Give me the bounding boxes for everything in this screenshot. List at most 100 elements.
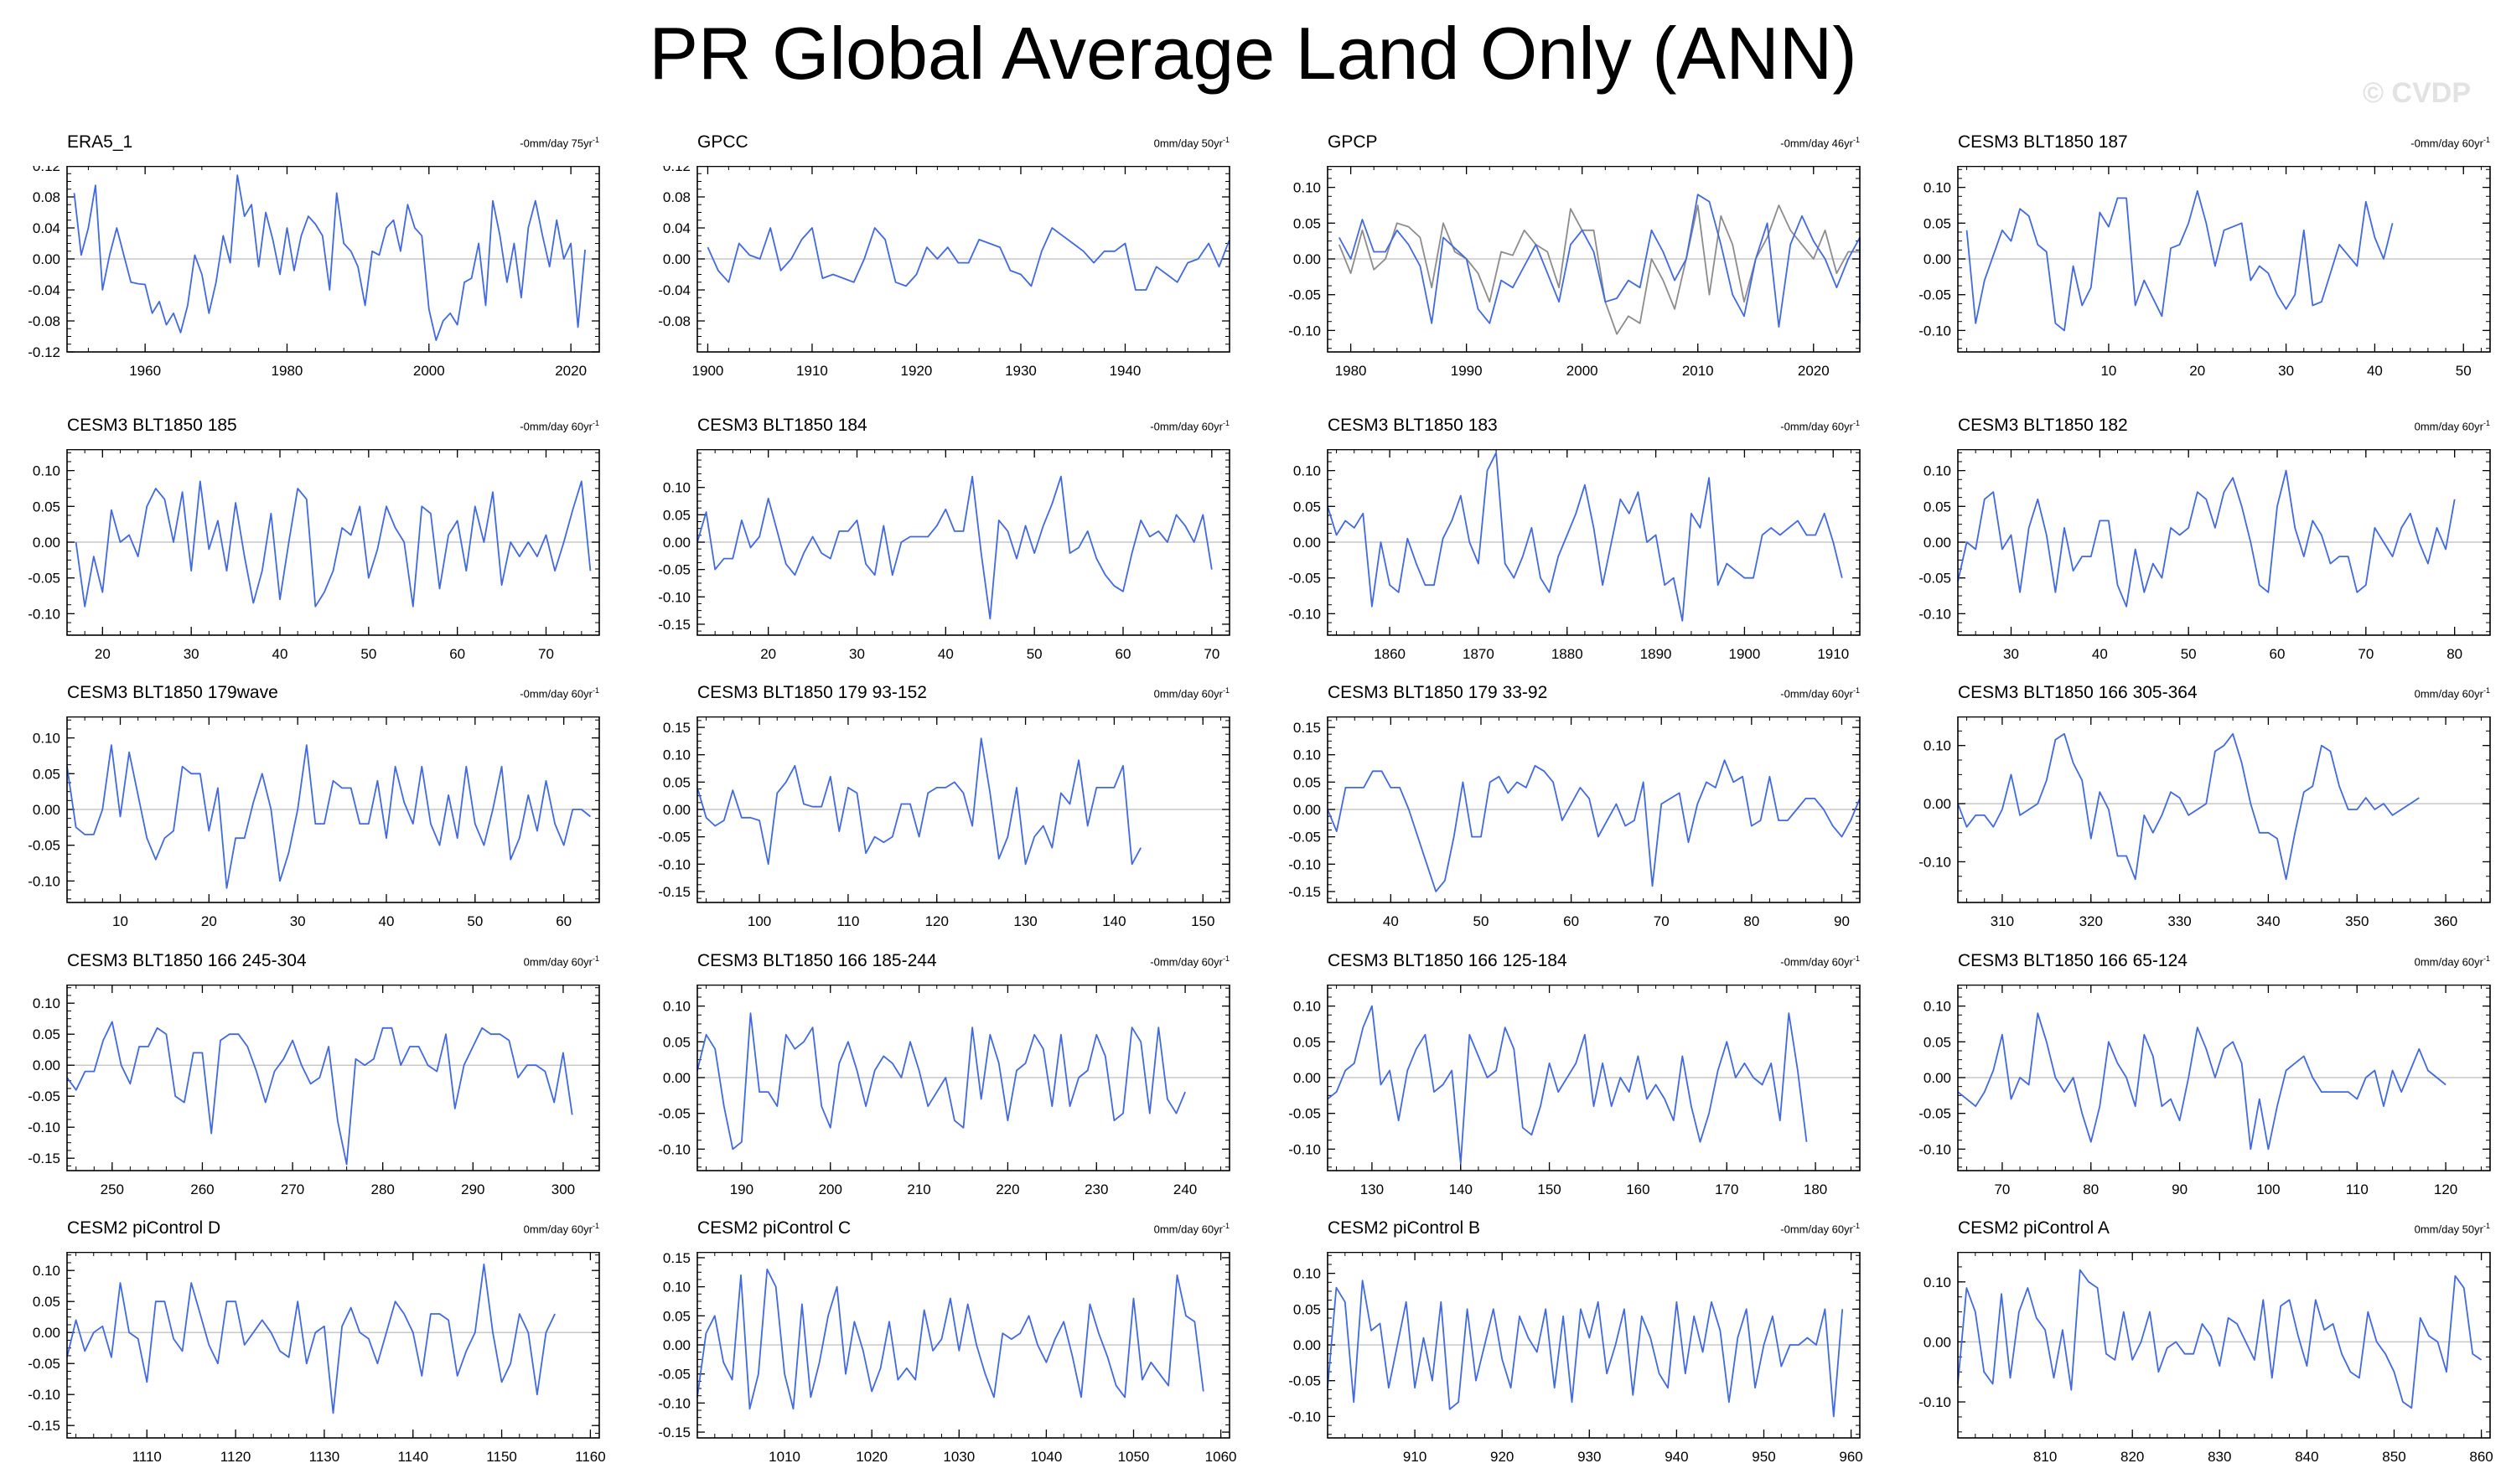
plot-frame [696, 166, 1230, 353]
plot-svg: 0.15 0.10 0.05 0.00 -0.05 -0.10 -0.15 100 110 120… [658, 716, 1230, 929]
y-tick-label: 0.04 [33, 220, 60, 236]
trend-text: -0mm/day 60yr [1780, 420, 1853, 433]
plot-frame [696, 449, 1230, 636]
trend-label: 0mm/day 60yr-1 [978, 1222, 1230, 1235]
plot-frame [1957, 985, 2491, 1171]
x-tick-label: 1980 [1335, 363, 1367, 379]
x-tick-label: 200 [819, 1182, 842, 1197]
series-line [1327, 452, 1843, 622]
x-tick-label: 1910 [796, 363, 828, 379]
series-line [1957, 1269, 2483, 1409]
plot-frame [1327, 166, 1861, 353]
panel-title: CESM3 BLT1850 166 125-184 [1328, 951, 1567, 970]
series-line [696, 1268, 1204, 1410]
y-tick-label: 0.15 [1293, 720, 1321, 736]
series-line [73, 174, 586, 342]
trend-label: -0mm/day 46yr-1 [1608, 136, 1860, 149]
trend-text: -0mm/day 75yr [520, 137, 593, 150]
series-line [66, 1021, 573, 1166]
x-tick-label: 940 [1665, 1449, 1688, 1465]
y-tick-label: -0.10 [1288, 1141, 1321, 1157]
x-tick-label: 10 [2100, 363, 2116, 379]
x-tick-label: 1060 [1205, 1449, 1237, 1465]
trend-text: -0mm/day 46yr [1780, 137, 1853, 150]
y-tick-label: 0.10 [663, 999, 691, 1015]
trend-label: -0mm/day 60yr-1 [348, 419, 599, 432]
x-tick-label: 190 [730, 1182, 753, 1197]
plot-frame [1957, 1252, 2491, 1439]
x-tick-label: 40 [272, 646, 288, 662]
y-tick-label: 0.05 [1924, 499, 1951, 514]
y-tick-label: -0.15 [658, 884, 691, 900]
y-tick-label: 0.05 [663, 1034, 691, 1050]
plot-svg: 0.12 0.08 0.04 0.00 -0.04 -0.08 -0.12 1960 1980 2… [28, 166, 600, 379]
x-tick-label: 10 [112, 913, 128, 929]
x-tick-label: 240 [1173, 1182, 1197, 1197]
trend-label: 0mm/day 60yr-1 [2239, 419, 2490, 432]
x-tick-label: 810 [2033, 1449, 2057, 1465]
y-tick-label: 0.00 [33, 802, 60, 818]
x-tick-label: 1030 [943, 1449, 975, 1465]
x-tick-label: 1860 [1374, 646, 1406, 662]
plot-svg: 0.10 0.05 0.00 -0.05 -0.10 70 80 90 100 110 120 [1918, 985, 2491, 1197]
panel-title: CESM3 BLT1850 179 33-92 [1328, 683, 1548, 702]
x-tick-label: 140 [1449, 1182, 1473, 1197]
plot-frame [1957, 166, 2491, 353]
x-tick-label: 100 [748, 913, 771, 929]
y-tick-label: 0.05 [663, 774, 691, 790]
x-tick-label: 30 [2278, 363, 2294, 379]
x-tick-label: 60 [556, 913, 572, 929]
y-tick-label: -0.10 [1288, 856, 1321, 872]
x-tick-label: 20 [760, 646, 776, 662]
x-tick-label: 180 [1804, 1182, 1827, 1197]
x-tick-label: 230 [1085, 1182, 1108, 1197]
x-tick-label: 300 [551, 1182, 575, 1197]
trend-text: 0mm/day 60yr [2414, 687, 2483, 701]
y-tick-label: 0.10 [1924, 180, 1951, 196]
plot-svg: 0.10 0.05 0.00 -0.05 -0.10 190 200 210 220 230 240 [658, 985, 1230, 1197]
trend-label: 0mm/day 60yr-1 [348, 954, 599, 968]
plot-svg: 0.10 0.05 0.00 -0.05 -0.10 1860 1870 1880 1890 19… [1288, 449, 1861, 662]
y-tick-label: -0.05 [1288, 287, 1321, 303]
y-tick-label: -0.05 [658, 1367, 691, 1383]
x-tick-label: 40 [1383, 913, 1399, 929]
x-tick-label: 120 [2434, 1182, 2457, 1197]
panel-title: CESM2 piControl B [1328, 1218, 1481, 1238]
x-tick-label: 1940 [1110, 363, 1142, 379]
y-tick-label: 0.00 [663, 1070, 691, 1086]
y-tick-label: 0.00 [33, 1057, 60, 1073]
y-tick-label: 0.00 [663, 802, 691, 818]
y-tick-label: 0.04 [663, 220, 691, 236]
x-tick-label: 2010 [1682, 363, 1714, 379]
trend-text: 0mm/day 60yr [1153, 687, 1223, 701]
trend-exponent: -1 [1852, 136, 1860, 144]
trend-exponent: -1 [1222, 1222, 1230, 1230]
x-tick-label: 70 [1654, 913, 1670, 929]
trend-exponent: -1 [1222, 419, 1230, 427]
y-tick-label: 0.00 [33, 251, 60, 267]
panel-title: CESM3 BLT1850 179 93-152 [697, 683, 927, 702]
x-tick-label: 1110 [132, 1449, 162, 1465]
y-tick-label: 0.10 [1293, 747, 1321, 763]
trend-text: 0mm/day 60yr [2414, 420, 2483, 433]
series-line [66, 744, 591, 889]
panel-title: CESM3 BLT1850 166 65-124 [1958, 951, 2188, 970]
plot-frame [66, 985, 600, 1171]
x-tick-label: 150 [1537, 1182, 1561, 1197]
trend-exponent: -1 [592, 1222, 599, 1230]
y-tick-label: 0.15 [663, 720, 691, 736]
y-tick-label: 0.12 [33, 166, 60, 174]
x-tick-label: 70 [538, 646, 554, 662]
plot-frame [66, 449, 600, 636]
plot-svg: 0.10 0.05 0.00 -0.05 -0.10 10 20 30 40 50 [1918, 166, 2491, 379]
trend-text: -0mm/day 60yr [1780, 1223, 1853, 1236]
trend-exponent: -1 [2483, 686, 2490, 695]
x-tick-label: 60 [1116, 646, 1131, 662]
x-tick-label: 20 [95, 646, 111, 662]
trend-text: 0mm/day 60yr [523, 955, 593, 969]
panel-title: CESM3 BLT1850 185 [67, 416, 237, 435]
trend-label: -0mm/day 60yr-1 [1608, 419, 1860, 432]
plot-frame [1327, 449, 1861, 636]
series-line [1957, 732, 2420, 881]
y-tick-label: 0.05 [33, 1026, 60, 1042]
